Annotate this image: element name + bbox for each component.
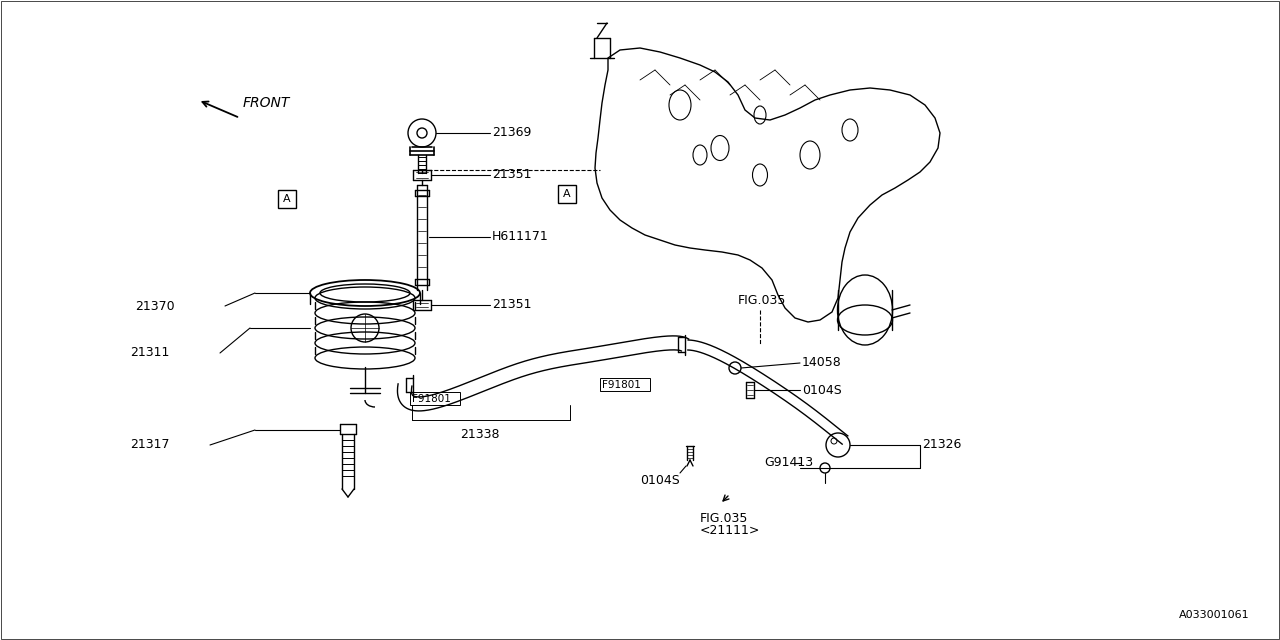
Bar (278, 190, 296, 208)
Text: 21338: 21338 (460, 429, 499, 442)
Text: G91413: G91413 (764, 456, 813, 470)
Text: 0104S: 0104S (640, 474, 680, 486)
Text: A033001061: A033001061 (1179, 610, 1251, 620)
Text: A: A (563, 189, 571, 199)
Text: FRONT: FRONT (243, 96, 291, 110)
Text: FIG.035: FIG.035 (700, 511, 749, 525)
Text: 21370: 21370 (134, 300, 174, 312)
Text: 21311: 21311 (131, 346, 169, 360)
Text: 21326: 21326 (922, 438, 961, 451)
Bar (558, 185, 576, 203)
Text: 21317: 21317 (131, 438, 169, 451)
Text: F91801: F91801 (602, 380, 641, 390)
Text: 21351: 21351 (492, 168, 531, 182)
Bar (410, 392, 460, 405)
Text: 0104S: 0104S (803, 383, 842, 397)
Text: <21111>: <21111> (700, 524, 760, 536)
Text: H611171: H611171 (492, 230, 549, 243)
Text: F91801: F91801 (412, 394, 451, 404)
Text: 21369: 21369 (492, 127, 531, 140)
Text: 21351: 21351 (492, 298, 531, 312)
Text: FIG.035: FIG.035 (739, 294, 786, 307)
Text: A: A (283, 194, 291, 204)
Text: 14058: 14058 (803, 356, 842, 369)
Bar (600, 378, 650, 391)
